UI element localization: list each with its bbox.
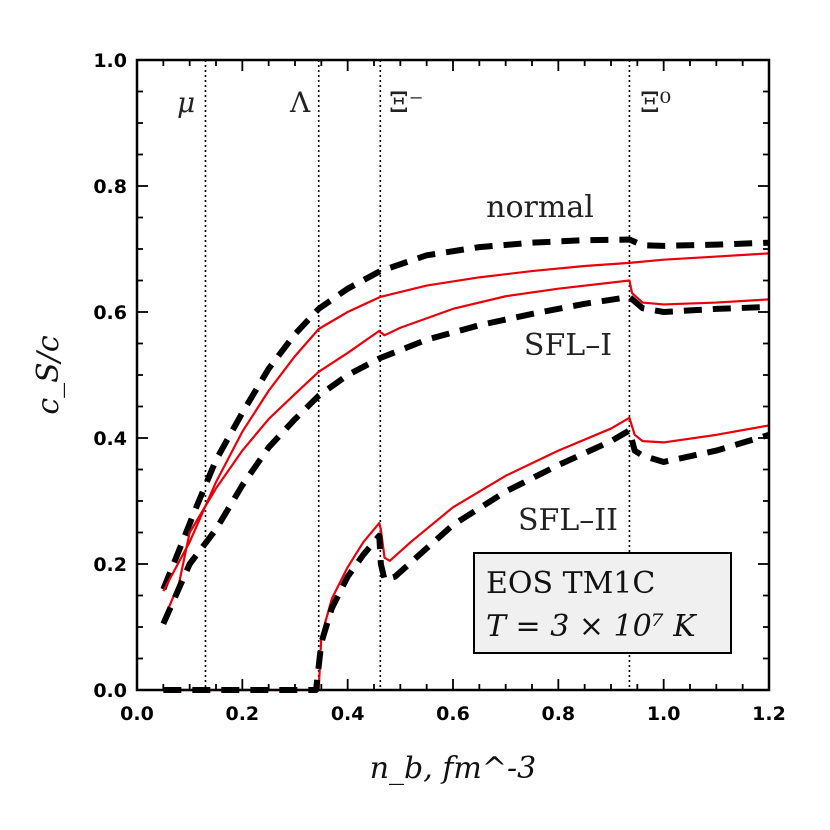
series-dashed-5 bbox=[163, 427, 770, 693]
y-tick-label: 0.4 bbox=[93, 428, 127, 450]
y-tick-label: 1.0 bbox=[93, 50, 127, 72]
threshold-label-xi-minus: Ξ⁻ bbox=[389, 86, 423, 119]
annotation-normal: normal bbox=[486, 190, 594, 225]
annotation-sfl-i: SFL–I bbox=[524, 328, 612, 363]
x-axis-title: n_b, fm^-3 bbox=[370, 751, 537, 786]
x-tick-label: 1.0 bbox=[647, 703, 681, 725]
legend-box bbox=[473, 552, 732, 654]
threshold-label-xi-zero: Ξ⁰ bbox=[640, 86, 671, 119]
annotation-sfl-ii: SFL–II bbox=[518, 503, 618, 538]
threshold-label-lambda: Λ bbox=[289, 86, 311, 119]
y-tick-label: 0.6 bbox=[93, 302, 127, 324]
axis-ticks: 0.0 0.2 0.4 0.6 0.8 1.0 1.2 0.0 0.2 0.4 0.6 0.8 1.0 bbox=[93, 50, 786, 725]
series-red-2 bbox=[162, 279, 770, 622]
plot-marks bbox=[160, 60, 770, 693]
legend-box-line2: T = 3 × 10⁷ K bbox=[486, 609, 697, 644]
y-tick-label: 0.2 bbox=[93, 554, 127, 576]
legend-box-line1: EOS TM1C bbox=[486, 566, 655, 601]
y-tick-label: 0.0 bbox=[93, 680, 127, 702]
series-dashed-3 bbox=[160, 293, 770, 626]
series-red-4 bbox=[163, 416, 770, 692]
series-red-1 bbox=[162, 252, 770, 592]
x-tick-label: 0.6 bbox=[436, 703, 470, 725]
x-tick-label: 0.4 bbox=[331, 703, 365, 725]
x-tick-label: 0.0 bbox=[120, 703, 154, 725]
x-tick-label: 0.8 bbox=[541, 703, 575, 725]
x-tick-label: 1.2 bbox=[752, 703, 786, 725]
threshold-label-mu: μ bbox=[177, 86, 195, 119]
x-tick-label: 0.2 bbox=[225, 703, 259, 725]
y-tick-label: 0.8 bbox=[93, 176, 127, 198]
y-axis-title: c_S/c bbox=[31, 335, 66, 414]
